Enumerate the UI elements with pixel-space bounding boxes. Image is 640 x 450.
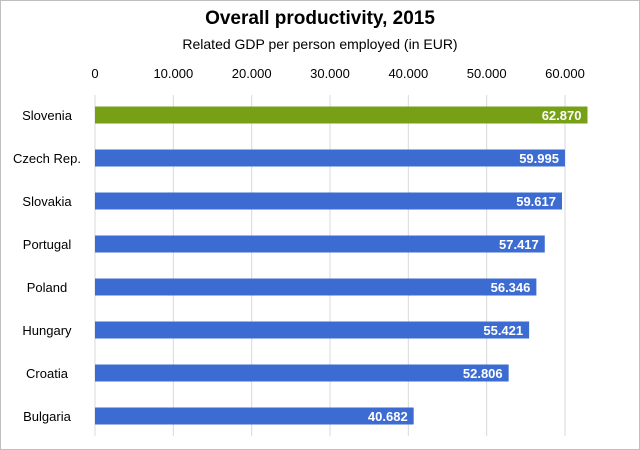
category-label: Hungary bbox=[22, 323, 72, 338]
bar bbox=[95, 364, 509, 382]
bar bbox=[95, 235, 545, 253]
bar-value-label: 57.417 bbox=[499, 237, 539, 252]
bar-value-label: 52.806 bbox=[463, 366, 503, 381]
bar-value-label: 55.421 bbox=[483, 323, 523, 338]
chart-title: Overall productivity, 2015 bbox=[205, 8, 435, 29]
x-tick-label: 0 bbox=[91, 66, 98, 81]
bar-value-label: 59.995 bbox=[519, 151, 559, 166]
bar-value-label: 59.617 bbox=[516, 194, 556, 209]
bar bbox=[95, 407, 414, 425]
category-label: Slovenia bbox=[22, 108, 73, 123]
category-label: Portugal bbox=[23, 237, 72, 252]
bar bbox=[95, 192, 562, 210]
x-tick-label: 60.000 bbox=[545, 66, 585, 81]
x-tick-label: 30.000 bbox=[310, 66, 350, 81]
bar-value-label: 40.682 bbox=[368, 409, 408, 424]
bar bbox=[95, 149, 565, 167]
x-tick-label: 50.000 bbox=[467, 66, 507, 81]
category-label: Slovakia bbox=[22, 194, 72, 209]
bar bbox=[95, 278, 537, 296]
category-label: Poland bbox=[27, 280, 67, 295]
category-label: Croatia bbox=[26, 366, 69, 381]
bar-value-label: 62.870 bbox=[542, 108, 582, 123]
bar bbox=[95, 321, 530, 339]
category-label: Czech Rep. bbox=[13, 151, 81, 166]
bar-value-label: 56.346 bbox=[491, 280, 531, 295]
category-label: Bulgaria bbox=[23, 409, 71, 424]
chart-subtitle: Related GDP per person employed (in EUR) bbox=[182, 36, 458, 52]
x-tick-label: 40.000 bbox=[388, 66, 428, 81]
bar bbox=[95, 106, 588, 124]
x-tick-label: 10.000 bbox=[153, 66, 193, 81]
x-tick-label: 20.000 bbox=[232, 66, 272, 81]
